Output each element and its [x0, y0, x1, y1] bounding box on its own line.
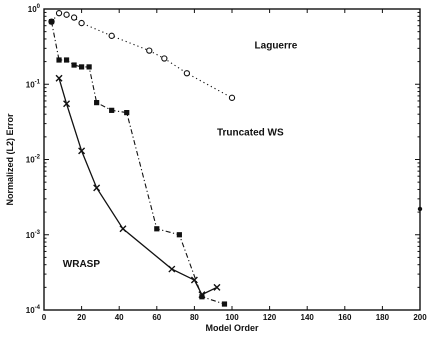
truncated-ws-point: [154, 226, 160, 232]
x-tick-label: 160: [338, 313, 352, 322]
truncated-ws-point: [56, 57, 62, 63]
x-tick-label: 20: [77, 313, 86, 322]
y-tick-label: 10-2: [26, 155, 41, 165]
truncated-ws-point: [71, 62, 77, 68]
wrasp-point: [93, 184, 101, 192]
x-tick-label: 80: [190, 313, 199, 322]
wrasp-point: [213, 283, 221, 291]
laguerre-point: [70, 14, 78, 21]
laguerre-point: [108, 32, 115, 39]
laguerre-point: [228, 94, 236, 101]
wrasp-point: [119, 225, 127, 233]
x-tick-label: 40: [115, 313, 124, 322]
truncated-ws-point: [124, 110, 130, 116]
wrasp-point: [63, 100, 71, 108]
wrasp-point: [198, 291, 206, 299]
x-axis-label: Model Order: [205, 323, 259, 333]
truncated-ws-point: [63, 57, 70, 63]
y-tick-label: 10-4: [26, 305, 41, 315]
y-tick-label: 100: [28, 4, 41, 14]
wrasp-point: [55, 74, 63, 82]
laguerre-point: [161, 55, 168, 62]
truncated-ws-point: [109, 107, 115, 113]
y-tick-label: 10-3: [26, 230, 41, 240]
laguerre-line: [51, 12, 233, 99]
laguerre-point: [146, 47, 153, 54]
annotation-truncated-ws: Truncated WS: [217, 127, 284, 138]
wrasp-point: [190, 276, 198, 284]
annotation-wrasp: WRASP: [63, 259, 101, 270]
truncated-ws-point: [221, 301, 228, 307]
laguerre-point: [183, 70, 191, 77]
series-group: [48, 10, 423, 307]
truncated-ws-point: [176, 232, 182, 238]
truncated-ws-point: [199, 294, 205, 300]
annotation-laguerre: Laguerre: [255, 40, 298, 51]
laguerre-point: [55, 10, 63, 17]
y-axis-label: Normalized (L2) Error: [5, 113, 15, 206]
truncated-ws-point: [79, 64, 85, 70]
wrasp-point: [78, 147, 86, 155]
point-point: [417, 206, 423, 212]
x-tick-label: 60: [152, 313, 161, 322]
x-tick-label: 100: [225, 313, 239, 322]
x-tick-label: 180: [376, 313, 390, 322]
annotations: Laguerre Truncated WS WRASP: [63, 40, 298, 270]
x-tick-label: 200: [413, 313, 427, 322]
truncated-ws-point: [86, 64, 92, 70]
wrasp-point: [168, 265, 176, 273]
y-tick-label: 10-1: [26, 79, 41, 89]
x-tick-label: 140: [301, 313, 315, 322]
x-tick-label: 120: [263, 313, 277, 322]
axis-ticks: 0 20 40 60 80 100 120 140 160 180 200 10-4 10-3 10-2 1…: [26, 4, 427, 322]
x-tick-label: 0: [42, 313, 47, 322]
truncated-ws-point: [94, 100, 100, 106]
plot-frame: [43, 8, 421, 311]
laguerre-point: [63, 11, 70, 18]
laguerre-point: [78, 19, 85, 27]
truncated-ws-point: [48, 19, 55, 25]
